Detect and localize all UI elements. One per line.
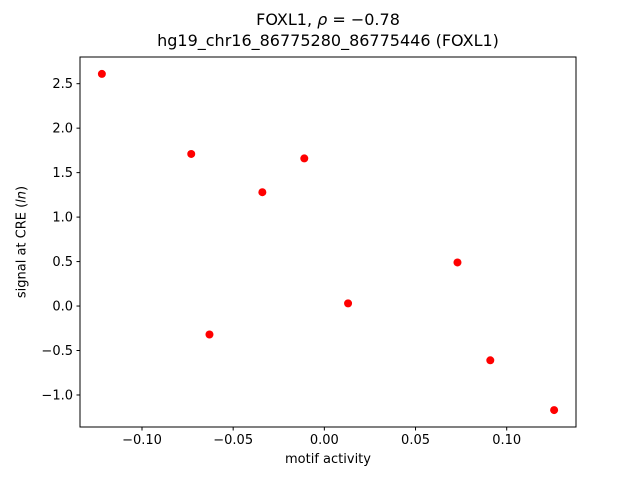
- y-tick-label: 0.0: [52, 300, 73, 315]
- x-tick-label: 0.00: [310, 433, 339, 448]
- y-tick-label: 0.5: [52, 255, 73, 270]
- data-point: [258, 188, 267, 197]
- x-tick-label: 0.05: [401, 433, 430, 448]
- axes-spines: [79, 56, 577, 428]
- y-tick-label: 1.0: [52, 211, 73, 226]
- data-point: [97, 69, 106, 78]
- y-tick-label: −0.5: [41, 344, 73, 359]
- data-point: [453, 258, 462, 267]
- chart-title: FOXL1, ρ = −0.78 hg19_chr16_86775280_867…: [80, 9, 576, 51]
- y-tick-label: 1.5: [52, 166, 73, 181]
- y-tick-label: −1.0: [41, 388, 73, 403]
- title-line1: FOXL1, ρ = −0.78: [256, 10, 400, 29]
- y-axis-label: signal at CRE (ln): [14, 185, 30, 299]
- title-line2: hg19_chr16_86775280_86775446 (FOXL1): [157, 31, 499, 50]
- data-point: [486, 356, 495, 365]
- x-tick-label: 0.10: [492, 433, 521, 448]
- x-tick-label: −0.05: [213, 433, 253, 448]
- x-tick-label: −0.10: [122, 433, 162, 448]
- x-axis-label: motif activity: [285, 452, 371, 467]
- data-point: [344, 299, 353, 308]
- y-tick-label: 2.0: [52, 122, 73, 137]
- data-point: [300, 154, 309, 163]
- data-point: [187, 149, 196, 158]
- data-point: [205, 330, 214, 339]
- data-point: [550, 406, 559, 415]
- y-tick-label: 2.5: [52, 77, 73, 92]
